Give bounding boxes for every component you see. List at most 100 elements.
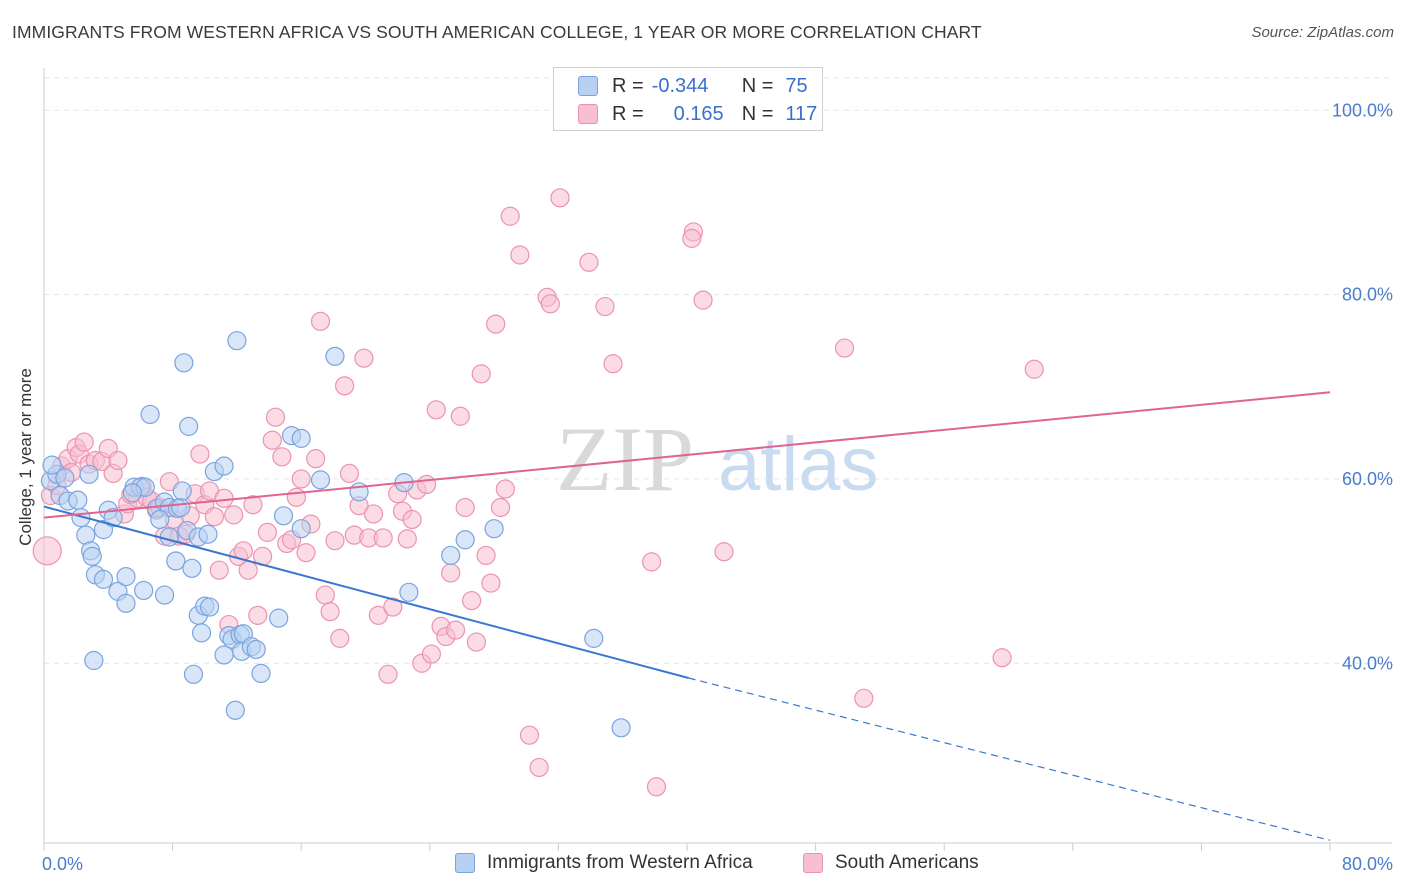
south-americans-point — [373, 528, 393, 548]
south-americans-trendline — [43, 391, 1331, 519]
axes — [43, 68, 1392, 851]
south-americans-point — [190, 444, 210, 464]
y-tick-label: 100.0% — [1332, 100, 1393, 120]
western-africa-point — [291, 428, 311, 448]
trendlines — [43, 391, 1331, 841]
south-americans-point — [416, 474, 437, 495]
south-americans-point — [854, 688, 874, 708]
y-tick-label: 80.0% — [1342, 285, 1393, 305]
western-africa-point — [116, 567, 136, 587]
south-americans-point — [214, 488, 234, 508]
western-africa-point — [103, 508, 123, 528]
western-africa-point — [310, 470, 331, 490]
legend-row-western-africa: R = -0.344 N = 75 — [578, 73, 808, 99]
western-africa-point — [611, 718, 631, 738]
western-africa-point — [150, 509, 170, 530]
south-americans-point — [646, 777, 667, 797]
western-africa-point — [82, 546, 102, 566]
western-africa-point — [179, 416, 199, 436]
western-africa-point — [291, 519, 311, 539]
south-americans-point — [265, 407, 286, 427]
legend-r-value: 0.165 — [673, 102, 724, 125]
south-americans-point — [500, 206, 520, 226]
western-africa-point — [171, 497, 191, 518]
legend-item-south-americans[interactable]: South Americans — [803, 852, 979, 874]
western-africa-point — [399, 582, 419, 602]
legend-swatch-pink — [803, 853, 823, 873]
legend-r-label: R = — [612, 74, 644, 97]
western-africa-point — [484, 519, 504, 539]
south-americans-point — [495, 479, 515, 499]
south-americans-point — [476, 545, 496, 566]
south-americans-point — [378, 664, 398, 684]
south-americans-point — [426, 400, 446, 420]
western-africa-point — [246, 639, 266, 660]
watermark-atlas: atlas — [718, 422, 879, 507]
south-americans-point — [286, 487, 306, 507]
western-africa-point — [134, 580, 154, 601]
legend-r-value: -0.344 — [651, 74, 709, 97]
south-americans-point — [315, 585, 335, 605]
western-africa-point — [55, 468, 75, 488]
south-americans-point — [209, 560, 229, 580]
south-americans-point — [471, 364, 491, 384]
south-americans-point — [74, 432, 94, 452]
south-americans-point — [445, 620, 466, 640]
western-africa-point — [172, 481, 192, 501]
south-americans-point — [441, 563, 461, 583]
south-americans-point — [461, 590, 482, 611]
source-credit: Source: ZipAtlas.com — [1251, 24, 1394, 41]
south-americans-point — [529, 757, 549, 778]
south-americans-point — [450, 406, 470, 426]
south-americans-point — [834, 338, 855, 358]
south-americans-point — [354, 348, 374, 368]
south-americans-point — [296, 543, 316, 563]
south-americans-point — [363, 504, 384, 524]
south-americans-point — [402, 509, 422, 530]
x-tick-labels: 0.0% 80.0% — [42, 854, 1393, 874]
x-tick-label: 80.0% — [1342, 854, 1393, 874]
western-africa-point — [68, 490, 88, 510]
western-africa-point — [183, 664, 204, 684]
south-americans-point — [1024, 359, 1044, 379]
south-americans-point — [291, 469, 311, 489]
legend-n-value: 75 — [785, 74, 808, 97]
south-americans-point — [595, 296, 615, 317]
south-americans-point — [108, 450, 128, 471]
western-africa-point — [214, 456, 234, 476]
south-americans-point — [490, 497, 511, 518]
western-africa-point — [455, 530, 475, 550]
south-americans-point — [642, 552, 662, 572]
y-tick-labels: 40.0% 60.0% 80.0% 100.0% — [1332, 100, 1393, 673]
western-africa-point — [42, 455, 62, 475]
chart-title: IMMIGRANTS FROM WESTERN AFRICA VS SOUTH … — [12, 22, 982, 42]
south-americans-point — [243, 495, 263, 515]
south-americans-point — [510, 245, 530, 265]
south-americans-point — [368, 605, 388, 625]
western-africa-point — [251, 663, 271, 684]
south-americans-point — [306, 449, 326, 469]
western-africa-point — [122, 483, 143, 503]
western-africa-point — [79, 464, 99, 484]
south-americans-point — [486, 314, 506, 334]
western-africa-point — [325, 346, 345, 366]
south-americans-point — [383, 597, 403, 617]
south-americans-point — [579, 252, 599, 272]
south-americans-point — [310, 311, 331, 331]
south-americans-point — [540, 294, 560, 314]
south-americans-point — [455, 497, 475, 518]
y-tick-label: 60.0% — [1342, 469, 1393, 489]
south-americans-point — [603, 354, 623, 374]
legend-label: South Americans — [835, 852, 979, 873]
south-americans-point — [693, 290, 713, 310]
south-americans-point — [421, 644, 442, 664]
legend-label: Immigrants from Western Africa — [487, 852, 753, 873]
western-africa-point — [84, 650, 104, 671]
south-americans-point — [481, 573, 501, 593]
south-americans-point — [272, 447, 292, 467]
western-africa-point — [225, 700, 245, 720]
south-americans-point — [224, 505, 244, 525]
legend-swatch-pink — [578, 104, 598, 124]
legend-item-western-africa[interactable]: Immigrants from Western Africa — [455, 852, 753, 874]
south-americans-point — [238, 560, 258, 580]
